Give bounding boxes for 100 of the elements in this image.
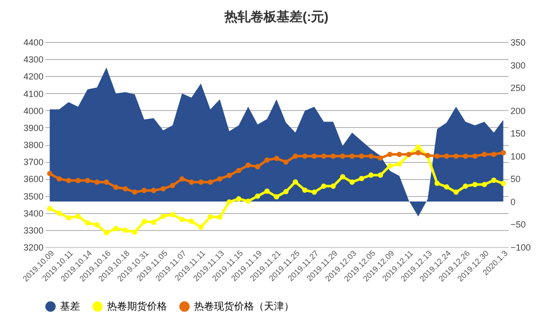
- y-tick-label: 3300: [23, 225, 44, 236]
- point: [349, 153, 355, 159]
- y-tick-label: 3400: [23, 208, 44, 218]
- y-tick-label: 3800: [23, 140, 44, 150]
- point: [151, 188, 156, 194]
- point: [434, 153, 440, 159]
- y-tick-label: 4400: [23, 38, 44, 48]
- point: [500, 180, 506, 186]
- point: [113, 226, 119, 232]
- point: [208, 214, 214, 220]
- y2-tick-label: 250: [510, 83, 526, 94]
- point: [500, 150, 506, 156]
- point: [132, 229, 138, 235]
- legend-label: 热卷现货价格（天津）: [194, 300, 294, 313]
- point: [340, 174, 346, 180]
- legend-label: 热卷期货价格: [107, 300, 167, 313]
- point: [396, 161, 402, 167]
- y-tick-label: 3700: [23, 157, 44, 168]
- point: [358, 153, 364, 159]
- point: [472, 182, 478, 188]
- point: [217, 176, 222, 182]
- y-tick-label: 3900: [23, 122, 44, 133]
- point: [378, 155, 384, 161]
- point: [368, 172, 374, 178]
- y2-tick-label: −100: [510, 242, 531, 252]
- point: [283, 189, 289, 194]
- point: [84, 178, 90, 184]
- point: [292, 153, 298, 159]
- point: [254, 164, 260, 170]
- point: [283, 159, 289, 165]
- point: [122, 186, 128, 192]
- point: [396, 152, 402, 158]
- point: [387, 152, 393, 158]
- point: [444, 184, 450, 190]
- point: [368, 153, 374, 159]
- point: [378, 172, 384, 178]
- point: [416, 144, 421, 150]
- point: [75, 214, 81, 219]
- point: [208, 179, 214, 185]
- point: [170, 212, 176, 218]
- point: [188, 218, 194, 224]
- point: [47, 206, 52, 212]
- point: [358, 176, 364, 182]
- point: [217, 214, 222, 220]
- point: [179, 216, 185, 222]
- point: [75, 178, 81, 184]
- point: [312, 190, 317, 195]
- point: [56, 210, 62, 216]
- y2-tick-label: 150: [510, 128, 526, 139]
- point: [198, 179, 204, 185]
- point: [482, 182, 488, 188]
- y2-tick-label: 0: [510, 196, 516, 207]
- point: [246, 198, 251, 204]
- y-tick-label: 4100: [23, 88, 44, 99]
- point: [122, 228, 128, 233]
- point: [274, 194, 280, 200]
- point: [170, 182, 176, 188]
- point: [226, 172, 232, 178]
- point: [491, 152, 496, 158]
- point: [302, 153, 308, 159]
- point: [482, 152, 488, 158]
- y-tick-label: 4000: [23, 106, 44, 116]
- y2-tick-label: 300: [510, 60, 526, 70]
- point: [416, 150, 421, 156]
- point: [264, 188, 270, 194]
- point: [66, 215, 72, 220]
- point: [330, 184, 336, 189]
- point: [66, 178, 72, 184]
- point: [94, 222, 100, 228]
- point: [434, 180, 440, 186]
- point: [84, 220, 90, 226]
- point: [462, 184, 468, 189]
- point: [104, 179, 110, 185]
- y2-tick-label: 100: [510, 151, 526, 162]
- point: [321, 153, 326, 159]
- point: [292, 179, 298, 185]
- point: [330, 153, 336, 159]
- point: [274, 156, 280, 161]
- point: [236, 196, 242, 202]
- point: [349, 179, 355, 185]
- point: [302, 187, 308, 193]
- point: [254, 193, 260, 199]
- point: [312, 153, 317, 159]
- point: [47, 170, 52, 176]
- point: [104, 230, 110, 236]
- point: [142, 218, 147, 224]
- y-tick-label: 3600: [23, 174, 44, 184]
- point: [491, 178, 496, 183]
- y2-tick-label: 50: [510, 174, 521, 184]
- y2-tick-label: 350: [510, 38, 526, 48]
- y-tick-label: 3500: [23, 191, 44, 202]
- point: [94, 179, 100, 185]
- point: [444, 153, 450, 159]
- legend-label: 基差: [60, 300, 80, 313]
- point: [462, 153, 468, 159]
- y-tick-label: 3200: [23, 242, 44, 252]
- chart-title: 热轧卷板基差(:元): [224, 9, 328, 24]
- point: [264, 157, 270, 163]
- point: [340, 153, 346, 159]
- point: [113, 184, 119, 190]
